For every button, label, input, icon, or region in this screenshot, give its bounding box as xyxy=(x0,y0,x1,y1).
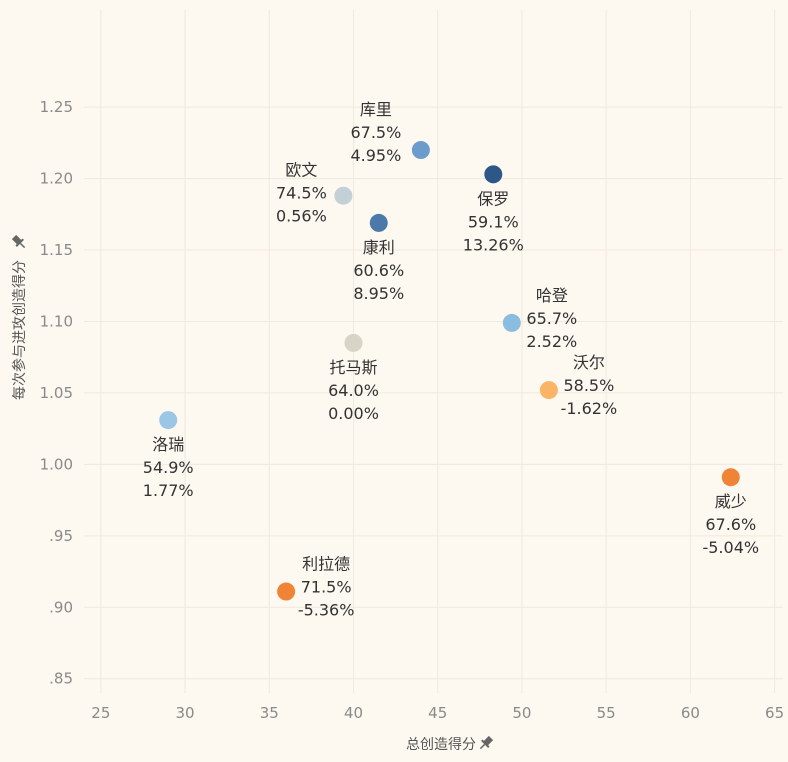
y-tick-label: 1.05 xyxy=(40,384,73,402)
y-axis-label: 每次参与进攻创造得分 xyxy=(11,260,28,400)
x-tick-label: 40 xyxy=(344,704,363,722)
data-point-group[interactable]: 洛瑞 54.9% 1.77% xyxy=(143,411,194,500)
y-axis-title: 每次参与进攻创造得分 xyxy=(11,234,29,400)
data-points: 库里 67.5% 4.95% 欧文 74.5% 0.56% 保罗 59.1% 13.26% 康利 6… xyxy=(143,100,759,620)
x-axis-title: 总创造得分 xyxy=(406,735,494,753)
point-name-label: 沃尔 xyxy=(573,353,605,372)
point-change-label: 13.26% xyxy=(463,235,524,254)
data-point-group[interactable]: 欧文 74.5% 0.56% xyxy=(276,161,353,226)
y-tick-label: 1.20 xyxy=(40,170,73,188)
y-tick-label: .85 xyxy=(49,670,73,688)
data-point-group[interactable]: 托马斯 64.0% 0.00% xyxy=(328,333,379,423)
point-change-label: 2.52% xyxy=(526,332,577,351)
scatter-point[interactable] xyxy=(539,381,558,400)
x-tick-label: 60 xyxy=(681,704,700,722)
data-point-group[interactable]: 沃尔 58.5% -1.62% xyxy=(539,353,618,418)
x-tick-label: 65 xyxy=(765,704,784,722)
point-change-label: 0.00% xyxy=(328,404,379,423)
point-name-label: 托马斯 xyxy=(329,358,377,377)
y-tick-label: .90 xyxy=(49,598,73,616)
y-axis-pin-icon[interactable] xyxy=(11,234,29,252)
y-tick-label: .95 xyxy=(49,527,73,545)
scatter-point[interactable] xyxy=(484,165,503,184)
x-tick-label: 55 xyxy=(597,704,616,722)
data-point-group[interactable]: 利拉德 71.5% -5.36% xyxy=(277,555,354,620)
point-percent-label: 64.0% xyxy=(328,381,379,400)
point-percent-label: 67.5% xyxy=(350,123,401,142)
y-axis-ticks: .85 .90 .95 1.00 1.05 1.10 1.15 1.20 1.25 xyxy=(40,98,73,688)
point-name-label: 库里 xyxy=(360,100,392,119)
point-percent-label: 74.5% xyxy=(276,184,327,203)
grid xyxy=(84,10,783,693)
data-point-group[interactable]: 哈登 65.7% 2.52% xyxy=(502,286,577,351)
point-change-label: 4.95% xyxy=(350,146,401,165)
point-name-label: 保罗 xyxy=(477,189,509,208)
scatter-point[interactable] xyxy=(159,411,178,430)
scatter-point[interactable] xyxy=(721,468,740,487)
point-percent-label: 71.5% xyxy=(301,578,352,597)
data-point-group[interactable]: 威少 67.6% -5.04% xyxy=(702,468,759,557)
x-axis-ticks: 25 30 35 40 45 50 55 60 65 xyxy=(91,704,784,722)
data-point-group[interactable]: 保罗 59.1% 13.26% xyxy=(463,165,524,254)
scatter-point[interactable] xyxy=(344,333,363,352)
x-tick-label: 30 xyxy=(176,704,195,722)
x-axis-pin-icon[interactable] xyxy=(477,735,495,753)
point-percent-label: 59.1% xyxy=(468,212,519,231)
point-percent-label: 65.7% xyxy=(526,309,577,328)
scatter-point[interactable] xyxy=(502,313,521,332)
point-percent-label: 60.6% xyxy=(353,261,404,280)
point-change-label: -1.62% xyxy=(561,399,618,418)
point-change-label: 8.95% xyxy=(353,284,404,303)
point-percent-label: 67.6% xyxy=(705,515,756,534)
point-change-label: 1.77% xyxy=(143,481,194,500)
x-tick-label: 45 xyxy=(428,704,447,722)
point-change-label: -5.04% xyxy=(702,538,759,557)
point-name-label: 康利 xyxy=(363,238,395,257)
x-tick-label: 35 xyxy=(260,704,279,722)
x-tick-label: 50 xyxy=(512,704,531,722)
data-point-group[interactable]: 康利 60.6% 8.95% xyxy=(353,213,404,303)
scatter-point[interactable] xyxy=(369,213,388,232)
point-percent-label: 58.5% xyxy=(563,376,614,395)
scatter-point[interactable] xyxy=(277,582,296,601)
point-change-label: 0.56% xyxy=(276,207,327,226)
point-name-label: 洛瑞 xyxy=(152,435,184,454)
y-tick-label: 1.15 xyxy=(40,241,73,259)
y-tick-label: 1.10 xyxy=(40,312,73,330)
x-tick-label: 25 xyxy=(91,704,110,722)
point-change-label: -5.36% xyxy=(298,601,355,620)
point-name-label: 利拉德 xyxy=(302,555,350,574)
scatter-point[interactable] xyxy=(411,141,430,160)
point-name-label: 威少 xyxy=(715,492,747,511)
point-name-label: 哈登 xyxy=(536,286,568,305)
point-percent-label: 54.9% xyxy=(143,458,194,477)
point-name-label: 欧文 xyxy=(285,161,317,180)
y-tick-label: 1.00 xyxy=(40,455,73,473)
data-point-group[interactable]: 库里 67.5% 4.95% xyxy=(350,100,430,165)
x-axis-label: 总创造得分 xyxy=(406,736,476,753)
scatter-point[interactable] xyxy=(334,186,353,205)
y-tick-label: 1.25 xyxy=(40,98,73,116)
